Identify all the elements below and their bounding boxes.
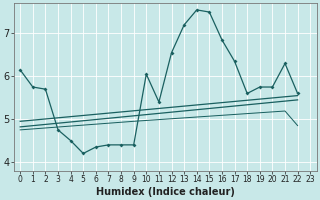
X-axis label: Humidex (Indice chaleur): Humidex (Indice chaleur) [96, 187, 235, 197]
